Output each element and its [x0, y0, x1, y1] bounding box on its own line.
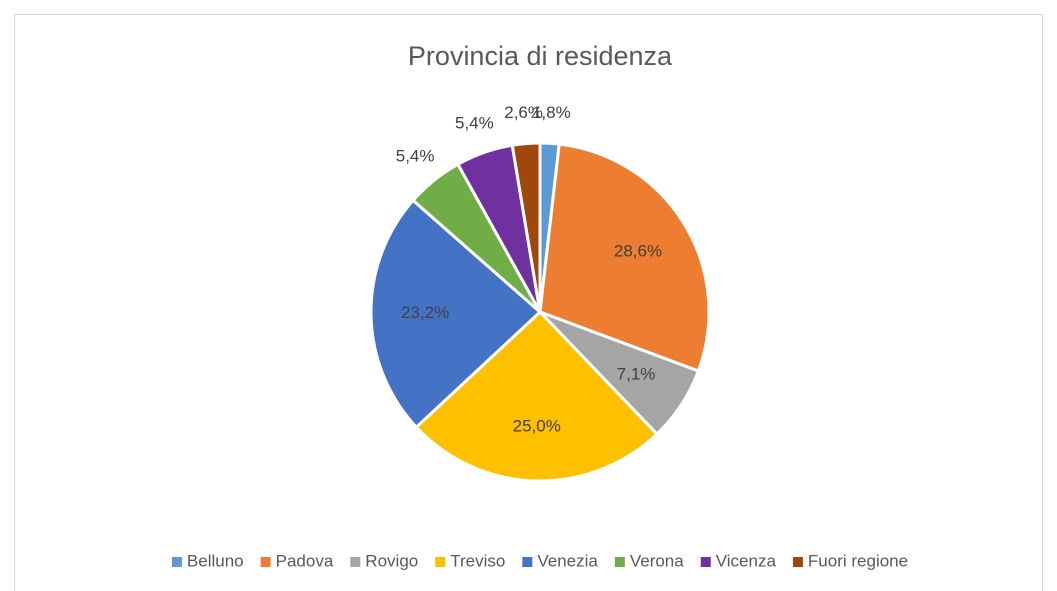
data-label: 23,2% — [401, 303, 449, 322]
data-label: 28,6% — [614, 241, 662, 260]
data-label: 2,6% — [504, 103, 543, 122]
legend-label: Padova — [276, 551, 334, 570]
legend-label: Treviso — [450, 551, 505, 570]
legend-swatch — [260, 557, 271, 567]
legend-swatch — [522, 557, 533, 567]
legend-label: Verona — [630, 551, 684, 570]
legend-swatch — [700, 557, 711, 567]
legend-swatch — [792, 557, 803, 567]
legend-label: Belluno — [187, 551, 244, 570]
chart-title: Provincia di residenza — [408, 41, 673, 71]
data-label: 5,4% — [396, 147, 435, 166]
pie-slice — [414, 309, 660, 483]
data-label: 7,1% — [617, 365, 656, 384]
legend-label: Fuori regione — [808, 551, 908, 570]
pie-slice — [510, 141, 542, 313]
legend-label: Vicenza — [716, 551, 777, 570]
legend-swatch — [171, 557, 182, 567]
data-label: 1,8% — [532, 103, 571, 122]
legend-swatch — [350, 557, 361, 567]
legend: Belluno Padova Rovigo Treviso Venezia Verona V… — [171, 551, 908, 570]
pie-slice — [369, 198, 543, 430]
data-label: 25,0% — [513, 416, 561, 435]
legend-swatch — [435, 557, 446, 567]
legend-label: Venezia — [537, 551, 598, 570]
legend-label: Rovigo — [365, 551, 418, 570]
pie-slice — [538, 142, 711, 373]
legend-swatch — [614, 557, 625, 567]
data-label: 5,4% — [455, 114, 494, 133]
